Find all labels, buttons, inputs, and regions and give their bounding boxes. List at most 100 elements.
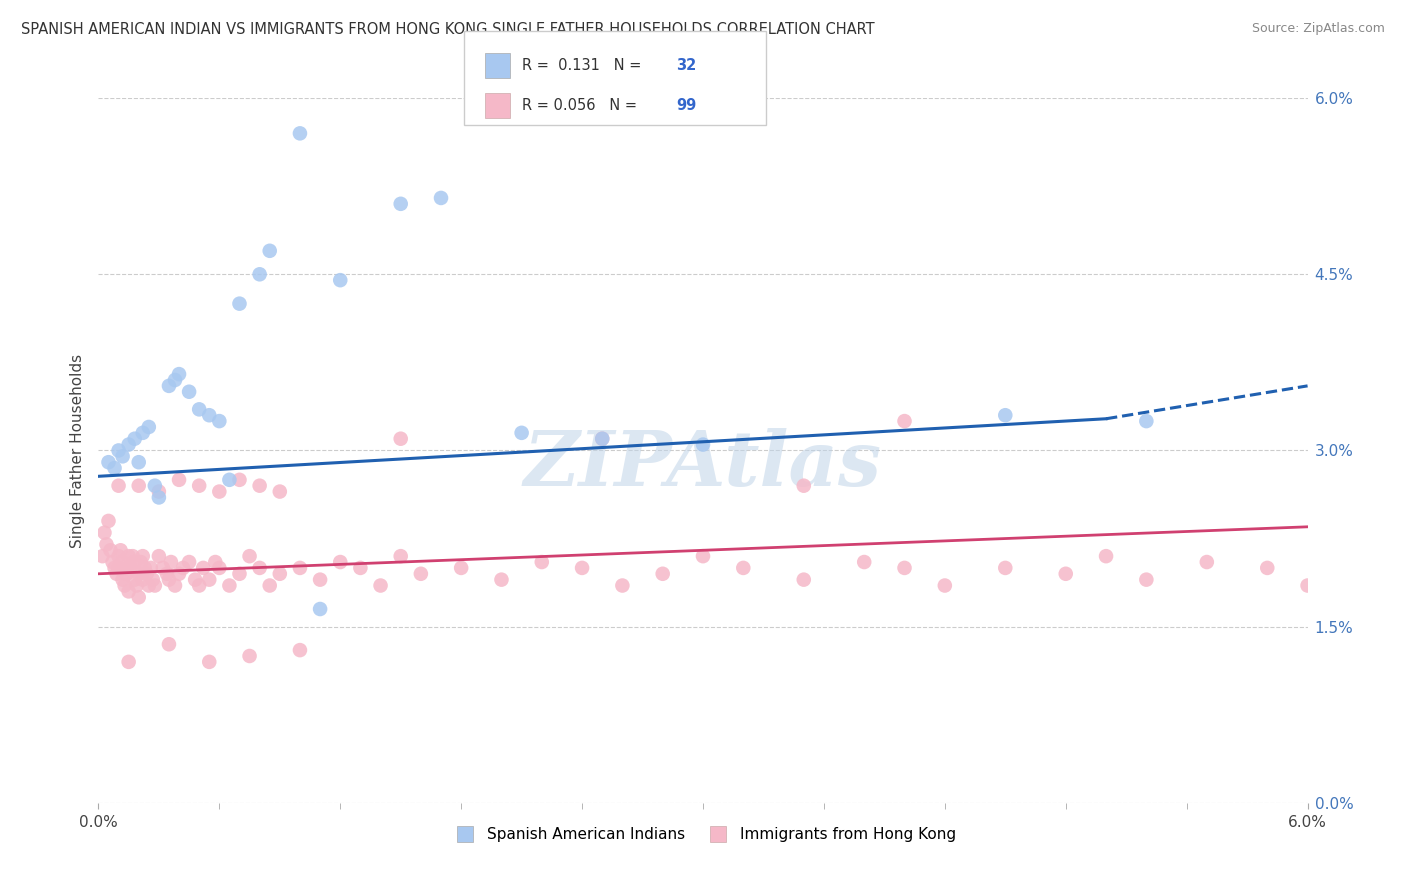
Point <box>179 384 201 399</box>
Point <box>132 573 155 587</box>
Point <box>115 561 138 575</box>
Point <box>793 478 815 492</box>
Point <box>218 578 240 592</box>
Point <box>288 127 311 141</box>
Point <box>157 379 180 393</box>
Point <box>208 484 231 499</box>
Text: ZIPAtlas: ZIPAtlas <box>524 427 882 501</box>
Point <box>692 549 714 564</box>
Point <box>111 555 134 569</box>
Point <box>163 373 186 387</box>
Point <box>198 409 221 423</box>
Point <box>591 432 613 446</box>
Point <box>100 543 122 558</box>
Point <box>329 555 352 569</box>
Point <box>132 425 155 440</box>
Point <box>138 578 160 592</box>
Point <box>139 561 162 575</box>
Point <box>692 437 714 451</box>
Point <box>125 578 148 592</box>
Point <box>121 549 143 564</box>
Point <box>1296 578 1319 592</box>
Point <box>124 573 146 587</box>
Point <box>91 549 114 564</box>
Point <box>651 566 673 581</box>
Point <box>167 473 190 487</box>
Point <box>101 555 124 569</box>
Text: 99: 99 <box>676 97 696 112</box>
Point <box>591 432 613 446</box>
Point <box>110 543 132 558</box>
Point <box>107 478 129 492</box>
Point <box>198 655 221 669</box>
Point <box>198 573 221 587</box>
Point <box>188 578 211 592</box>
Point <box>228 566 250 581</box>
Point <box>249 478 271 492</box>
Point <box>269 484 291 499</box>
Point <box>142 573 165 587</box>
Point <box>128 566 150 581</box>
Point <box>103 561 125 575</box>
Point <box>97 514 120 528</box>
Point <box>167 566 190 581</box>
Point <box>1135 573 1157 587</box>
Point <box>118 549 141 564</box>
Point <box>160 555 183 569</box>
Text: 32: 32 <box>676 58 696 73</box>
Point <box>893 561 915 575</box>
Point <box>135 566 157 581</box>
Point <box>389 197 412 211</box>
Point <box>510 425 533 440</box>
Point <box>1054 566 1077 581</box>
Point <box>111 450 134 464</box>
Point <box>204 555 226 569</box>
Point <box>934 578 956 592</box>
Point <box>114 578 136 592</box>
Point <box>530 555 553 569</box>
Point <box>118 584 141 599</box>
Point <box>1195 555 1218 569</box>
Point <box>128 591 150 605</box>
Point <box>1095 549 1118 564</box>
Point <box>193 561 215 575</box>
Point <box>163 578 186 592</box>
Point <box>134 561 156 575</box>
Point <box>148 549 170 564</box>
Text: R =  0.131   N =: R = 0.131 N = <box>522 58 645 73</box>
Point <box>172 561 194 575</box>
Point <box>188 402 211 417</box>
Point <box>994 561 1017 575</box>
Point <box>138 420 160 434</box>
Point <box>96 537 118 551</box>
Point <box>288 561 311 575</box>
Point <box>309 573 332 587</box>
Point <box>124 432 146 446</box>
Point <box>249 561 271 575</box>
Point <box>152 561 174 575</box>
Point <box>115 566 138 581</box>
Point <box>853 555 876 569</box>
Point <box>491 573 513 587</box>
Point <box>228 473 250 487</box>
Point <box>1135 414 1157 428</box>
Point <box>288 643 311 657</box>
Point <box>179 555 201 569</box>
Point <box>107 549 129 564</box>
Text: SPANISH AMERICAN INDIAN VS IMMIGRANTS FROM HONG KONG SINGLE FATHER HOUSEHOLDS CO: SPANISH AMERICAN INDIAN VS IMMIGRANTS FR… <box>21 22 875 37</box>
Point <box>571 561 593 575</box>
Point <box>148 491 170 505</box>
Point <box>107 443 129 458</box>
Point <box>430 191 453 205</box>
Legend: Spanish American Indians, Immigrants from Hong Kong: Spanish American Indians, Immigrants fro… <box>444 821 962 848</box>
Point <box>228 296 250 310</box>
Point <box>409 566 432 581</box>
Point <box>389 549 412 564</box>
Point <box>733 561 755 575</box>
Point <box>259 578 281 592</box>
Point <box>132 549 155 564</box>
Point <box>128 478 150 492</box>
Point <box>309 602 332 616</box>
Point <box>118 437 141 451</box>
Point <box>143 478 166 492</box>
